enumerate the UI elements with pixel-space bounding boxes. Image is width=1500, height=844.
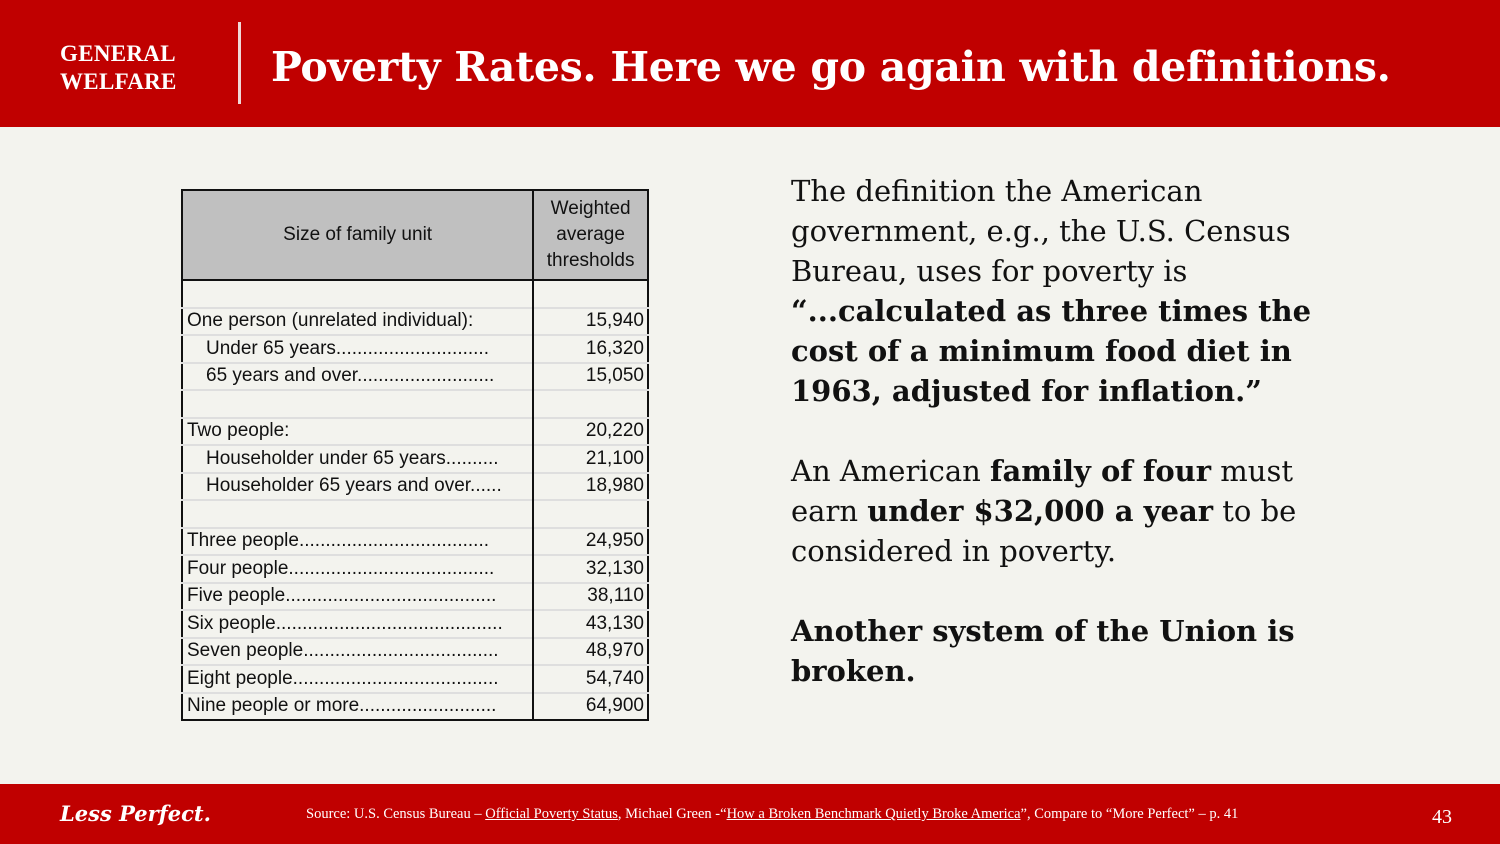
family-size-cell: Householder under 65 years.......... (182, 444, 535, 473)
threshold-cell (533, 499, 648, 528)
threshold-cell (533, 279, 648, 308)
slide-title: Poverty Rates. Here we go again with def… (271, 43, 1391, 91)
threshold-cell: 15,050 (533, 361, 648, 390)
threshold-cell: 16,320 (533, 334, 648, 363)
table-row: Three people............................… (182, 526, 648, 555)
table-row: Nine people or more.....................… (182, 691, 648, 720)
section-label-line2: WELFARE (60, 69, 177, 94)
threshold-cell: 43,130 (533, 609, 648, 638)
table-row: Under 65 years..........................… (182, 334, 648, 363)
table-row: Eight people............................… (182, 664, 648, 693)
poverty-thresholds-table: Size of family unit Weighted average thr… (181, 189, 649, 721)
family-text-d: under $32,000 a year (867, 494, 1214, 528)
table-row (182, 499, 648, 528)
table-row: Five people.............................… (182, 581, 648, 610)
body-text: The definition the American government, … (791, 171, 1351, 691)
family-size-cell: Six people..............................… (182, 609, 535, 638)
family-size-cell (182, 389, 535, 418)
table-row: Two people: 20,220 (182, 416, 648, 445)
table-row: Householder under 65 years.......... 21,1… (182, 444, 648, 473)
table-row: One person (unrelated individual): 15,940 (182, 306, 648, 335)
header-divider (238, 22, 241, 104)
source-link-official-poverty-status[interactable]: Official Poverty Status (485, 806, 618, 822)
definition-paragraph: The definition the American government, … (791, 171, 1351, 411)
threshold-cell: 24,950 (533, 526, 648, 555)
family-size-cell: Eight people............................… (182, 664, 535, 693)
threshold-cell: 15,940 (533, 306, 648, 335)
col-header-line2: average (556, 224, 625, 245)
family-size-cell: Two people: (182, 416, 535, 445)
family-size-cell: Seven people............................… (182, 636, 535, 665)
threshold-cell: 32,130 (533, 554, 648, 583)
col-header-line3: thresholds (546, 250, 635, 271)
threshold-cell: 18,980 (533, 471, 648, 500)
conclusion-paragraph: Another system of the Union is broken. (791, 611, 1351, 691)
family-size-cell (182, 499, 535, 528)
footer-bar: Less Perfect. Source: U.S. Census Bureau… (0, 784, 1500, 844)
definition-intro: The definition the American government, … (791, 174, 1291, 288)
source-suffix: ”, Compare to “More Perfect” – p. 41 (1020, 806, 1239, 822)
definition-quote: “...calculated as three times the cost o… (791, 294, 1312, 408)
table-row (182, 389, 648, 418)
family-size-cell: Nine people or more.....................… (182, 691, 535, 720)
family-size-cell (182, 279, 535, 308)
family-size-cell: Three people............................… (182, 526, 535, 555)
table-row: 65 years and over.......................… (182, 361, 648, 390)
brand-logo: Less Perfect. (60, 801, 211, 826)
conclusion-text: Another system of the Union is broken. (791, 614, 1295, 688)
threshold-cell: 64,900 (533, 691, 648, 720)
source-prefix: Source: U.S. Census Bureau – (306, 806, 486, 822)
source-link-broken-benchmark[interactable]: How a Broken Benchmark Quietly Broke Ame… (726, 806, 1021, 822)
threshold-cell: 38,110 (533, 581, 648, 610)
family-size-cell: One person (unrelated individual): (182, 306, 535, 335)
threshold-cell (533, 389, 648, 418)
table-body: One person (unrelated individual): 15,940… (182, 279, 648, 720)
col-header-line1: Weighted (550, 198, 631, 219)
table-row: Four people.............................… (182, 554, 648, 583)
header-bar: GENERAL WELFARE Poverty Rates. Here we g… (0, 0, 1500, 127)
family-size-cell: Under 65 years..........................… (182, 334, 535, 363)
source-citation: Source: U.S. Census Bureau – Official Po… (306, 806, 1238, 823)
family-paragraph: An American family of four must earn und… (791, 451, 1351, 571)
table-row: Householder 65 years and over...... 18,98… (182, 471, 648, 500)
col-header-thresholds: Weighted average thresholds (533, 190, 648, 281)
family-size-cell: Five people.............................… (182, 581, 535, 610)
family-size-cell: Householder 65 years and over...... (182, 471, 535, 500)
family-text-a: An American (791, 454, 991, 488)
family-text-b: family of four (990, 454, 1212, 488)
family-size-cell: Four people.............................… (182, 554, 535, 583)
threshold-cell: 21,100 (533, 444, 648, 473)
table-row: Six people..............................… (182, 609, 648, 638)
section-label: GENERAL WELFARE (60, 40, 177, 96)
table-row (182, 279, 648, 308)
source-mid: , Michael Green -“ (617, 806, 727, 822)
page-number: 43 (1432, 806, 1452, 828)
threshold-cell: 48,970 (533, 636, 648, 665)
family-text-e: to be considered in poverty. (791, 494, 1297, 568)
section-label-line1: GENERAL (60, 41, 176, 66)
threshold-cell: 54,740 (533, 664, 648, 693)
threshold-cell: 20,220 (533, 416, 648, 445)
table-row: Seven people............................… (182, 636, 648, 665)
family-size-cell: 65 years and over.......................… (182, 361, 535, 390)
family-text-c: must earn (791, 454, 1293, 528)
table-header-row: Size of family unit Weighted average thr… (182, 190, 648, 281)
col-header-family-size: Size of family unit (182, 190, 535, 281)
